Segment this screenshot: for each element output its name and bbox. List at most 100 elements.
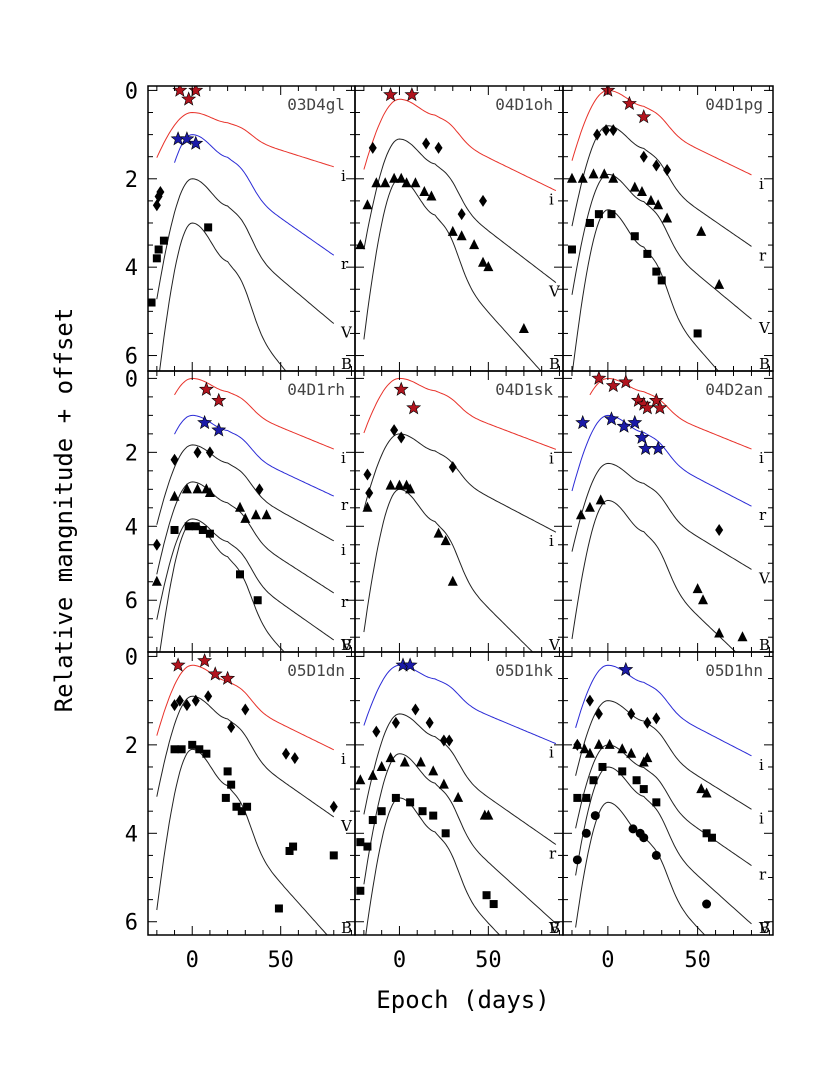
template-curve-i [575,664,752,757]
panel-plot-area [151,377,335,652]
data-point-square [652,267,661,276]
data-point-diamond [397,431,406,444]
template-label-V: V [758,319,771,337]
y-tick-label: 2 [125,734,138,759]
data-point-square [198,525,207,534]
data-point-triangle [362,199,373,210]
data-point-diamond [652,712,661,725]
y-tick-label: 6 [125,589,138,614]
data-point-circle [702,899,712,909]
template-label-r: r [341,496,349,514]
template-label-V: V [758,919,771,937]
data-point-triangle [453,791,464,802]
panel-title: 03D4gl [287,95,345,114]
panel-05D1hk: i r VB 05D1hk 0 50 [354,651,564,973]
data-point-triangle [483,809,494,820]
panel-frame [562,651,774,936]
data-point-star [605,377,621,393]
data-point-triangle [599,168,610,179]
template-curve-i [571,89,752,176]
template-label-B: B [759,636,770,654]
template-label-V: V [758,569,771,587]
data-point-star [402,657,418,672]
template-curve-i [363,664,557,745]
panel-frame [147,85,356,372]
template-curve-i [363,98,557,192]
data-point-star [188,135,204,150]
data-point-square [363,842,372,851]
data-point-square [177,745,186,754]
template-label-B: B [341,355,352,373]
data-point-triangle [478,256,488,267]
data-point-star [198,381,214,396]
panel-frame [562,85,774,372]
data-point-triangle [588,168,599,179]
template-curve-V [156,178,335,324]
data-point-star [575,414,591,430]
template-curve-B [571,499,737,652]
data-point-square [204,223,213,232]
template-curve-V [575,766,752,925]
data-point-triangle [355,239,366,250]
data-point-triangle [714,278,725,289]
data-point-square [567,245,576,254]
data-point-circle [590,811,600,821]
data-point-triangle [575,509,586,520]
panel-03D4gl: i r VB 03D4gl 0 2 4 6 [125,79,356,373]
panel-04D1oh: i V B 04D1oh [354,85,564,373]
data-point-triangle [192,483,203,494]
data-point-diamond [663,163,672,176]
y-tick-label: 4 [125,256,138,281]
template-label-r: r [759,866,767,884]
panel-title: 04D1sk [495,380,553,399]
data-point-star [220,670,236,685]
panel-plot-area [355,87,557,371]
data-point-square [657,276,666,285]
data-point-square [195,745,204,754]
y-tick-label: 4 [125,822,138,847]
panel-05D1hn: i i r VB 05D1hn 0 50 [562,651,774,973]
data-point-triangle [653,199,664,210]
template-label-r: r [341,593,349,611]
data-point-square [227,780,236,789]
data-point-square [707,833,716,842]
template-curve-i [363,433,557,533]
template-label-r: r [341,255,349,273]
template-curve-i [156,444,335,542]
data-point-diamond [290,752,299,765]
y-tick-label: 4 [125,515,138,540]
data-point-star [652,400,668,415]
data-point-triangle [396,172,407,183]
panel-plot-area [148,86,335,371]
data-point-diamond [479,194,487,207]
data-point-diamond [255,483,264,496]
data-point-triangle [401,177,412,188]
template-label-i: i [759,175,764,193]
data-point-diamond [448,461,457,474]
data-point-square [630,232,639,241]
data-point-square [406,798,415,807]
template-curve-B [363,178,542,371]
panel-05D1dn: i V B 05D1dn 0 2 4 6 0 50 [125,645,356,973]
data-point-triangle [595,494,606,505]
template-label-V: V [548,636,561,654]
data-point-triangle [572,738,583,749]
template-label-r: r [759,506,767,524]
panel-title: 05D1hk [495,661,553,680]
data-point-diamond [439,734,448,747]
data-point-diamond [425,716,434,729]
data-point-triangle [394,479,405,490]
data-point-triangle [440,535,451,546]
data-point-triangle [410,177,421,188]
data-point-triangle [593,738,604,749]
x-tick-label: 0 [601,948,614,973]
data-point-square [148,298,156,307]
data-point-star [627,414,643,430]
data-point-diamond [609,124,618,137]
data-point-diamond [227,721,236,734]
data-point-triangle [355,774,366,785]
data-point-triangle [584,747,595,758]
y-tick-label: 2 [125,168,138,193]
data-point-diamond [585,694,594,707]
